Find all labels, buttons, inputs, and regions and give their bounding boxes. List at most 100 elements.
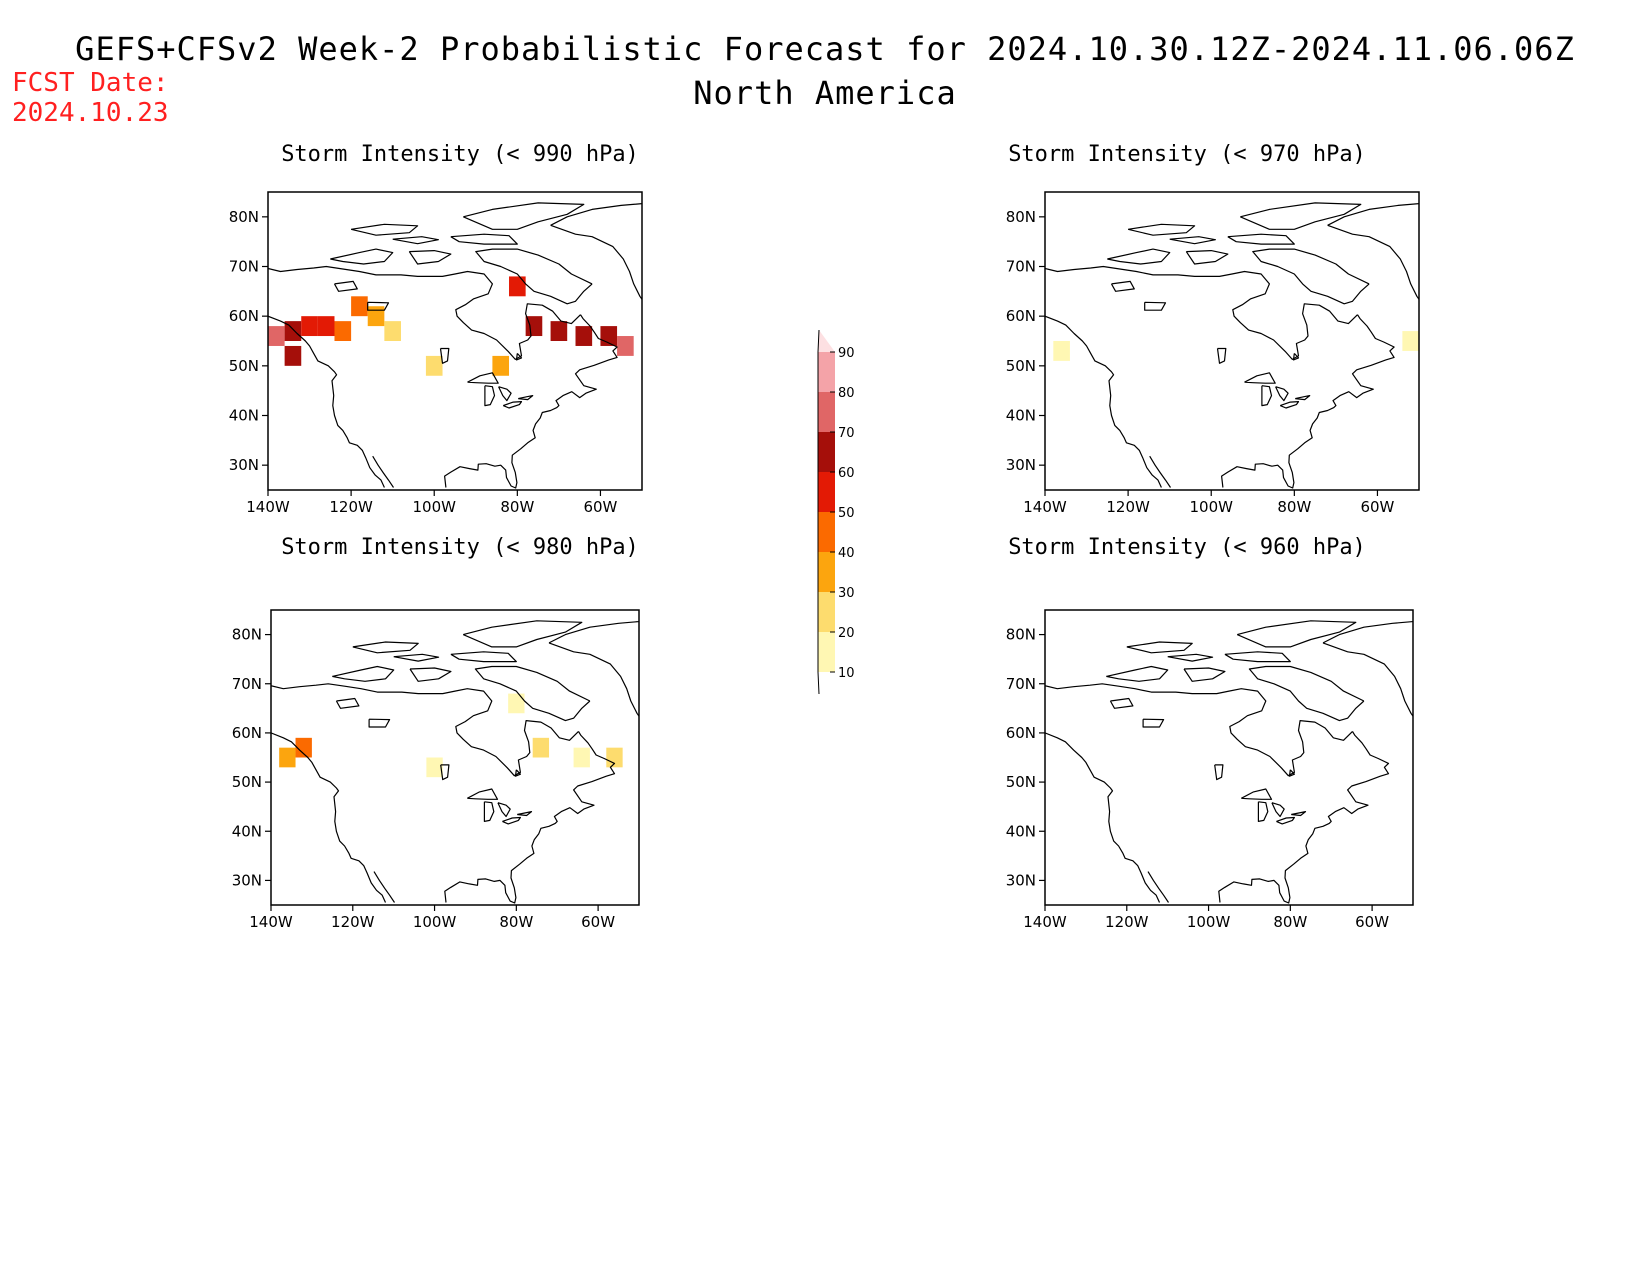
map-frame bbox=[267, 191, 643, 491]
lon-tick-label: 140W bbox=[249, 913, 293, 931]
coastline-arctic-island bbox=[1227, 233, 1295, 245]
probability-cell bbox=[295, 737, 312, 758]
colorbar-top-arrow bbox=[818, 330, 835, 352]
lake-outline bbox=[467, 788, 499, 800]
lat-tick-label: 50N bbox=[1006, 773, 1036, 791]
lake-outline bbox=[1257, 801, 1269, 822]
coastline-gulf-california bbox=[372, 455, 394, 488]
coastline-arctic-island bbox=[1126, 641, 1193, 654]
lon-tick-label: 100W bbox=[413, 913, 457, 931]
coastline-gulf-california bbox=[373, 871, 395, 903]
probability-cell bbox=[279, 747, 296, 768]
coastline-greenland bbox=[1322, 620, 1413, 718]
lat-tick-label: 80N bbox=[232, 626, 262, 644]
lake-outline bbox=[1295, 395, 1311, 401]
coastline-arctic-island bbox=[408, 249, 452, 265]
lon-tick-label: 120W bbox=[329, 498, 373, 516]
lat-tick-label: 70N bbox=[1006, 675, 1036, 693]
probability-cell bbox=[508, 693, 525, 714]
lon-tick-label: 80W bbox=[1277, 498, 1311, 516]
coastline-arctic-island bbox=[409, 667, 452, 682]
lat-tick-label: 40N bbox=[229, 407, 259, 425]
map-panel-970: 80N 70N 60N 50N 40N 30N 140W 120W 100W 80W 60W bbox=[1006, 191, 1420, 516]
lon-tick-label: 60W bbox=[1360, 498, 1394, 516]
lat-tick-label: 40N bbox=[1006, 822, 1036, 840]
probability-cell bbox=[426, 757, 443, 778]
coastline-greenland bbox=[550, 203, 642, 301]
colorbar-outline bbox=[817, 329, 820, 695]
forecast-date-value: 2024.10.23 bbox=[12, 98, 169, 128]
main-subtitle-region: North America bbox=[693, 74, 957, 112]
lake-outline bbox=[1144, 301, 1167, 311]
coastline-pacific bbox=[1045, 732, 1161, 903]
colorbar-segment bbox=[818, 632, 835, 672]
coastline-arctic-island bbox=[1183, 667, 1226, 682]
probability-cell bbox=[1053, 341, 1070, 361]
lake-outline bbox=[368, 718, 391, 728]
colorbar-tick-label: 20 bbox=[838, 626, 855, 641]
probability-cell bbox=[606, 747, 623, 768]
panel-title-970: Storm Intensity (< 970 hPa) bbox=[1008, 142, 1366, 167]
lon-tick-label: 60W bbox=[1355, 913, 1389, 931]
lon-tick-label: 60W bbox=[581, 913, 615, 931]
lake-outline bbox=[483, 801, 495, 822]
coastline-pacific bbox=[1045, 315, 1162, 488]
lat-tick-label: 50N bbox=[232, 773, 262, 791]
probability-cell bbox=[573, 747, 590, 768]
coastline-arctic-island bbox=[352, 641, 419, 654]
coastline-arctic-island bbox=[1127, 223, 1196, 236]
lat-tick-label: 80N bbox=[1006, 208, 1036, 226]
lon-tick-label: 140W bbox=[246, 498, 290, 516]
colorbar-tick-label: 50 bbox=[838, 506, 855, 521]
coastline-arctic-island bbox=[1169, 236, 1216, 245]
probability-cell bbox=[492, 355, 510, 376]
coastline-hudson-arctic bbox=[1045, 265, 1358, 360]
colorbar-tick-label: 40 bbox=[838, 546, 855, 561]
map-frame bbox=[270, 609, 640, 906]
lake-outline bbox=[1244, 372, 1276, 384]
coastline-hudson-arctic bbox=[268, 265, 581, 360]
lake-outline bbox=[439, 347, 450, 364]
lon-tick-label: 100W bbox=[412, 498, 456, 516]
coastline-arctic-island bbox=[393, 653, 440, 662]
panel-title-990: Storm Intensity (< 990 hPa) bbox=[281, 142, 639, 167]
lake-outline bbox=[1275, 386, 1289, 402]
panel-title-980: Storm Intensity (< 980 hPa) bbox=[281, 535, 639, 560]
coastline-arctic-island bbox=[330, 248, 394, 265]
coastline-arctic-island bbox=[514, 769, 521, 777]
coastline-arctic-island bbox=[1240, 202, 1362, 230]
main-title: GEFS+CFSv2 Week-2 Probabilistic Forecast… bbox=[75, 30, 1575, 68]
lake-outline bbox=[440, 764, 450, 781]
probability-cell bbox=[617, 336, 634, 356]
lon-tick-label: 120W bbox=[331, 913, 375, 931]
lon-tick-label: 120W bbox=[1106, 498, 1150, 516]
probability-cell bbox=[532, 737, 550, 758]
probability-cell bbox=[509, 276, 526, 297]
coastline-greenland bbox=[548, 620, 639, 718]
lake-outline bbox=[333, 280, 358, 292]
lake-outline bbox=[1276, 816, 1295, 825]
lake-outline bbox=[1142, 718, 1165, 728]
map-panel-960: 80N 70N 60N 50N 40N 30N 140W 120W 100W 80W 60W bbox=[1006, 609, 1414, 931]
colorbar-tick-label: 10 bbox=[838, 666, 855, 681]
lat-tick-label: 60N bbox=[229, 307, 259, 325]
coastline-arctic-island bbox=[450, 233, 518, 245]
lat-tick-label: 80N bbox=[229, 208, 259, 226]
lake-outline bbox=[518, 395, 534, 401]
probability-cell bbox=[334, 321, 352, 341]
lake-outline bbox=[484, 385, 496, 407]
coastline-arctic-island bbox=[1292, 352, 1300, 361]
lake-outline bbox=[497, 802, 511, 818]
colorbar-tick-label: 90 bbox=[838, 346, 855, 361]
colorbar-legend: 90 80 70 60 50 40 30 20 10 bbox=[817, 329, 855, 695]
colorbar-segment bbox=[818, 512, 835, 552]
lake-outline bbox=[367, 301, 390, 311]
coastline-atlantic bbox=[444, 731, 616, 904]
coastline-arctic-island bbox=[450, 651, 517, 663]
lat-tick-label: 60N bbox=[232, 724, 262, 742]
probability-cell bbox=[268, 326, 285, 346]
lake-outline bbox=[502, 401, 523, 409]
lat-tick-label: 40N bbox=[1006, 407, 1036, 425]
lon-tick-label: 60W bbox=[583, 498, 617, 516]
lon-tick-label: 80W bbox=[1273, 913, 1307, 931]
